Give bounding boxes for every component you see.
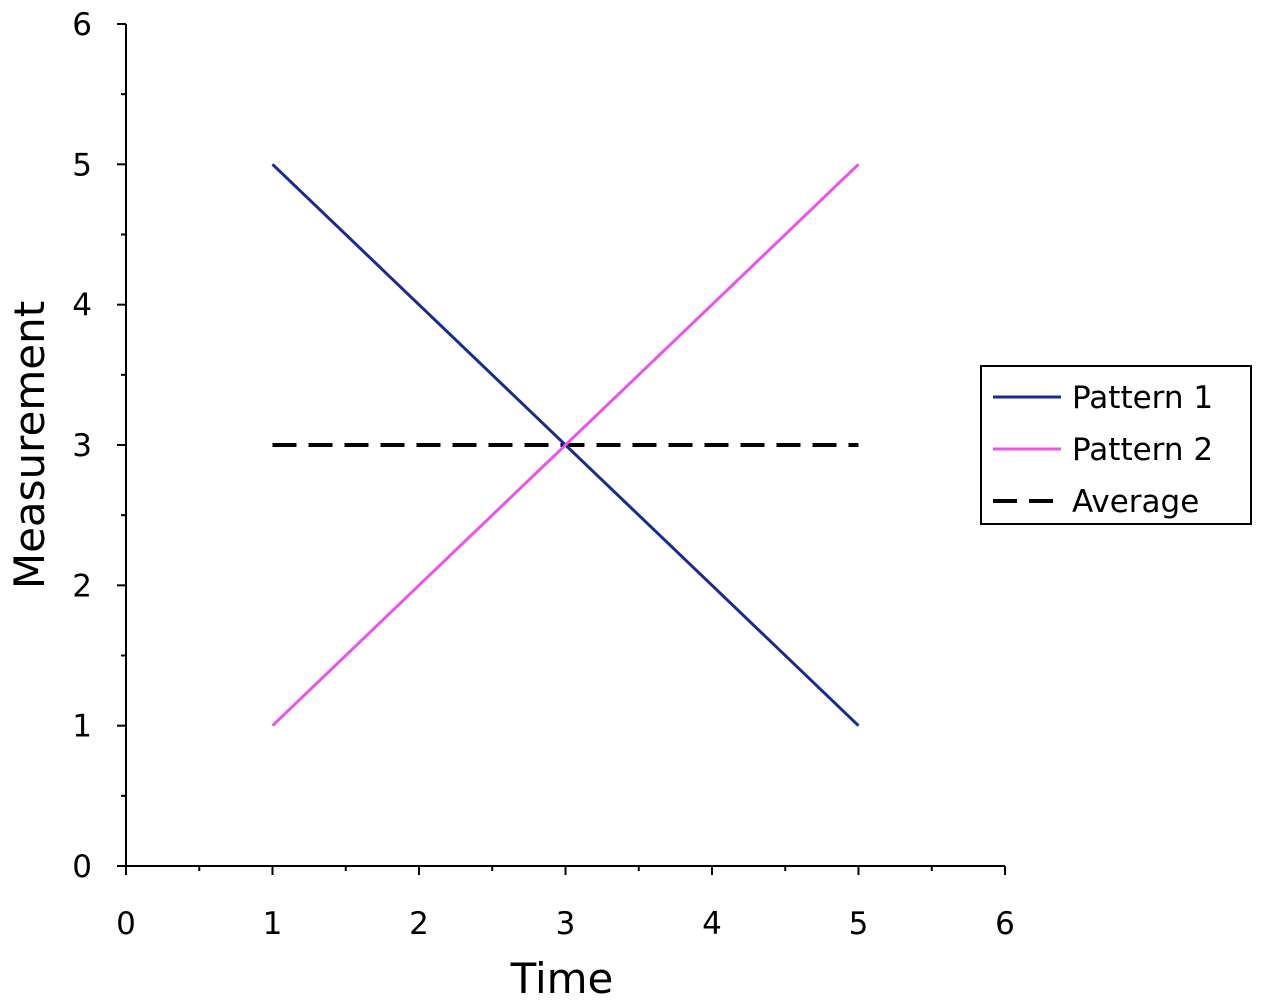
y-tick-label-5: 5 bbox=[72, 147, 92, 183]
y-tick-label-1: 1 bbox=[72, 709, 92, 745]
x-tick-label-0: 0 bbox=[116, 906, 136, 942]
x-tick-label-3: 3 bbox=[556, 906, 576, 942]
legend-box bbox=[980, 365, 1252, 525]
x-tick-label-6: 6 bbox=[995, 906, 1015, 942]
series-line-pattern-2 bbox=[271, 163, 860, 727]
x-tick-label-2: 2 bbox=[409, 906, 429, 942]
legend-label-average: Average bbox=[1072, 484, 1199, 520]
y-tick-label-4: 4 bbox=[72, 288, 92, 324]
x-axis-title: Time bbox=[510, 954, 614, 1003]
x-tick-label-4: 4 bbox=[702, 906, 722, 942]
y-tick-label-6: 6 bbox=[72, 7, 92, 43]
legend-label-pattern-1: Pattern 1 bbox=[1072, 380, 1213, 416]
legend: Pattern 1 Pattern 2 Average bbox=[980, 365, 1252, 525]
x-tick-label-5: 5 bbox=[849, 906, 869, 942]
legend-label-pattern-2: Pattern 2 bbox=[1072, 432, 1213, 468]
x-tick-label-1: 1 bbox=[263, 906, 283, 942]
y-tick-label-0: 0 bbox=[72, 849, 92, 885]
plot-area bbox=[271, 163, 860, 727]
y-axis-title: Measurement bbox=[5, 301, 54, 589]
y-tick-label-2: 2 bbox=[72, 568, 92, 604]
y-tick-label-3: 3 bbox=[72, 428, 92, 464]
axes: 0 1 2 3 4 5 6 0 1 2 3 4 5 6 bbox=[72, 7, 1015, 942]
